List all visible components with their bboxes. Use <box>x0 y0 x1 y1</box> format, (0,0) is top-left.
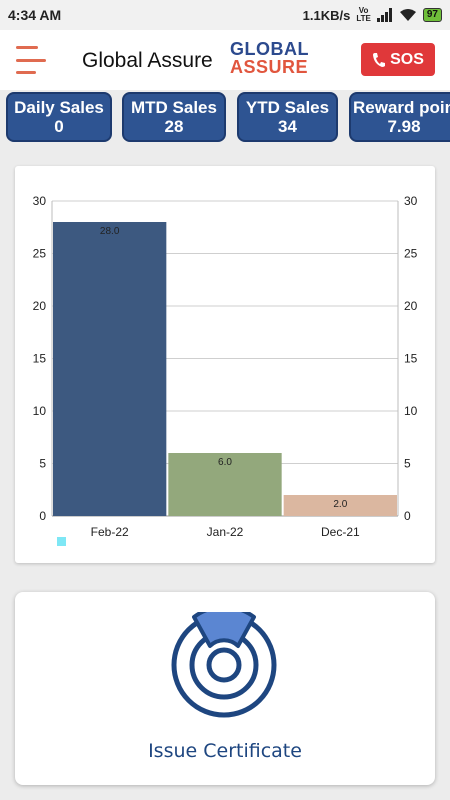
certificate-target-icon <box>171 612 277 718</box>
y-tick-label-left: 5 <box>39 457 46 471</box>
volte-badge: Vo LTE <box>356 6 371 23</box>
bar <box>283 495 397 516</box>
menu-icon[interactable] <box>16 46 48 74</box>
battery-icon: 97 <box>422 8 442 22</box>
y-tick-label-right: 10 <box>404 404 418 418</box>
y-tick-label-left: 20 <box>33 299 47 313</box>
y-tick-label-left: 15 <box>33 352 47 366</box>
stat-value: 34 <box>278 117 297 136</box>
x-tick-label: Feb-22 <box>91 525 129 539</box>
logo-line2: ASSURE <box>230 57 309 77</box>
stat-card-ytd-sales[interactable]: YTD Sales 34 <box>237 92 338 142</box>
y-tick-label-right: 0 <box>404 509 411 523</box>
y-tick-label-left: 30 <box>33 194 47 208</box>
bar <box>53 222 167 516</box>
stat-label: MTD Sales <box>131 98 217 117</box>
legend-swatch <box>57 537 66 546</box>
issue-certificate-card[interactable]: Issue Certificate <box>15 592 435 785</box>
bar-value-label: 6.0 <box>218 457 232 468</box>
stat-label: YTD Sales <box>245 98 330 117</box>
stat-label: Daily Sales <box>14 98 104 117</box>
status-time: 4:34 AM <box>8 7 62 23</box>
status-indicators: 1.1KB/s Vo LTE 97 <box>303 7 442 23</box>
status-bar: 4:34 AM 1.1KB/s Vo LTE 97 <box>0 0 450 30</box>
stat-value: 7.98 <box>387 117 421 136</box>
phone-icon <box>373 52 386 67</box>
bar-value-label: 2.0 <box>333 499 347 510</box>
logo-line1: GLOBAL <box>230 39 309 59</box>
y-tick-label-right: 30 <box>404 194 418 208</box>
issue-certificate-label: Issue Certificate <box>148 740 302 762</box>
stat-card-reward-points[interactable]: Reward poin 7.98 <box>349 92 450 142</box>
network-speed: 1.1KB/s <box>302 7 351 23</box>
stat-value: 28 <box>164 117 184 136</box>
stat-value: 0 <box>54 117 64 136</box>
y-tick-label-right: 5 <box>404 457 411 471</box>
sos-button[interactable]: SOS <box>361 43 435 76</box>
y-tick-label-right: 15 <box>404 352 418 366</box>
y-tick-label-left: 10 <box>33 404 47 418</box>
stat-card-mtd-sales[interactable]: MTD Sales 28 <box>122 92 226 142</box>
bar <box>168 453 282 516</box>
y-tick-label-left: 25 <box>33 247 47 261</box>
x-tick-label: Dec-21 <box>321 525 360 539</box>
app-title: Global Assure <box>82 49 213 72</box>
y-tick-label-left: 0 <box>39 509 46 523</box>
signal-icon <box>376 8 392 22</box>
stat-card-daily-sales[interactable]: Daily Sales 0 <box>6 92 112 142</box>
sales-bar-chart: 0 0 5 5 10 10 15 15 20 20 25 25 30 30 28.0 Feb-22 6.0 Jan… <box>33 194 418 546</box>
y-tick-label-right: 25 <box>404 247 418 261</box>
stats-row: Daily Sales 0 MTD Sales 28 YTD Sales 34 … <box>0 92 450 144</box>
stat-label: Reward poin <box>352 98 450 117</box>
brand-logo: GLOBAL ASSURE <box>230 40 309 76</box>
app-bar: Global Assure GLOBAL ASSURE SOS <box>0 30 450 90</box>
y-tick-label-right: 20 <box>404 299 418 313</box>
wifi-icon <box>399 9 416 21</box>
sales-chart-card: 0 0 5 5 10 10 15 15 20 20 25 25 30 30 28.0 Feb-22 6.0 Jan… <box>15 166 435 563</box>
sos-label: SOS <box>390 50 424 68</box>
bar-value-label: 28.0 <box>100 226 120 237</box>
x-tick-label: Jan-22 <box>207 525 244 539</box>
